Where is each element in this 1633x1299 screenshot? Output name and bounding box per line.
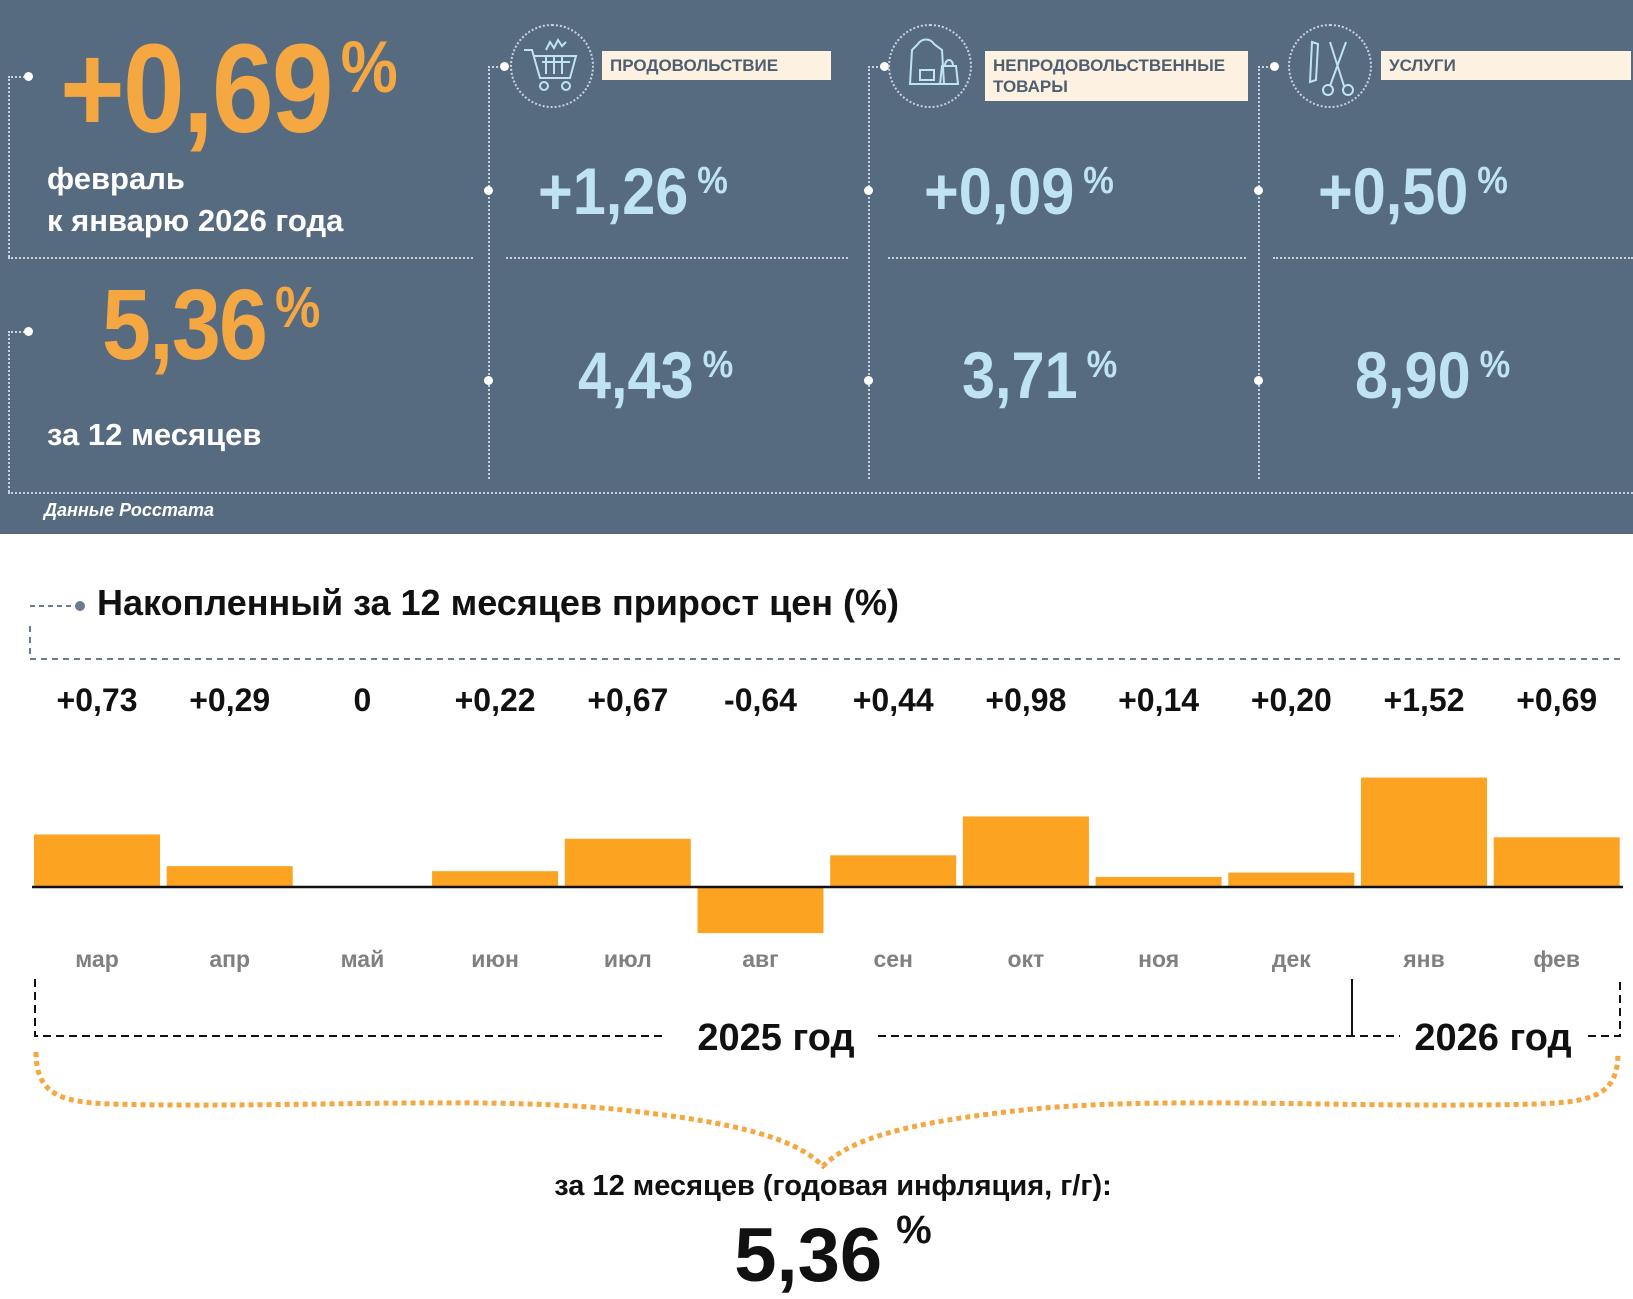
connector-dot	[24, 72, 33, 81]
category-label: НЕПРОДОВОЛЬСТВЕННЫЕ ТОВАРЫ	[985, 51, 1248, 101]
monthly-caption-2: к январю 2026 года	[47, 203, 344, 238]
monthly-caption-1: февраль	[47, 161, 185, 196]
divider	[8, 257, 473, 259]
divider	[8, 492, 1633, 494]
divider	[8, 76, 10, 257]
comb-scissors-icon	[1288, 24, 1372, 108]
bar-дек	[1228, 872, 1355, 887]
data-label: -0,64	[724, 682, 797, 718]
annual-inflation-caption: за 12 месяцев (годовая инфляция, г/г):	[554, 1170, 1112, 1202]
data-label: +0,44	[853, 682, 934, 718]
monthly-inflation-value: +0,69%	[60, 18, 398, 159]
data-label: +0,69	[1516, 682, 1597, 718]
title-bullet	[75, 601, 85, 611]
divider	[506, 257, 848, 259]
month-label: авг	[742, 946, 779, 972]
month-label: янв	[1402, 946, 1444, 972]
data-label: +0,14	[1118, 682, 1199, 718]
connector-dot	[24, 327, 33, 336]
month-label: фев	[1533, 946, 1580, 972]
divider	[8, 331, 10, 492]
divider	[8, 331, 28, 333]
category-monthly-value: +0,09%	[924, 154, 1114, 228]
data-label: +0,22	[455, 682, 536, 718]
source-note: Данные Росстата	[44, 500, 214, 520]
bar-chart: +0,73 мар +0,29 апр 0 май +0,22 июн +0,67 июл -0,6…	[29, 601, 1623, 1170]
clothing-bag-icon	[888, 24, 972, 108]
month-label: июн	[471, 946, 519, 972]
bar-янв	[1361, 777, 1487, 887]
annual-inflation-total: 5,36%	[734, 1208, 932, 1298]
bar-окт	[962, 816, 1089, 887]
data-label: +0,20	[1251, 682, 1332, 718]
bar-фев	[1493, 837, 1620, 887]
title-divider	[29, 626, 1623, 660]
month-label: окт	[1007, 946, 1044, 972]
bar-мар	[34, 834, 160, 887]
month-label: дек	[1272, 946, 1311, 972]
category-annual-value: 4,43%	[578, 338, 734, 412]
chart-title: Накопленный за 12 месяцев прирост цен (%…	[97, 582, 899, 623]
category-label: УСЛУГИ	[1381, 51, 1631, 80]
divider	[8, 76, 28, 78]
category-label: ПРОДОВОЛЬСТВИЕ	[602, 51, 831, 80]
year-bracket	[34, 979, 1621, 1037]
category-annual-value: 8,90%	[1355, 338, 1511, 412]
bar-июн	[432, 871, 559, 887]
data-label: 0	[354, 682, 372, 718]
year-label-2026: 2026 год	[1414, 1017, 1571, 1059]
bar-авг	[697, 887, 824, 934]
data-label: +0,29	[189, 682, 270, 718]
month-label: июл	[604, 946, 652, 972]
annual-inflation-value: 5,36%	[102, 269, 320, 381]
bar-ноя	[1095, 876, 1222, 887]
bar-апр	[166, 866, 293, 887]
month-label: мар	[75, 946, 119, 972]
data-label: +0,98	[985, 682, 1066, 718]
category-monthly-value: +0,50%	[1318, 154, 1508, 228]
data-label: +0,67	[587, 682, 668, 718]
summary-panel: +0,69% февраль к январю 2026 года 5,36% …	[0, 0, 1633, 534]
month-label: сен	[873, 946, 912, 972]
month-label: ноя	[1138, 946, 1179, 972]
data-label: +1,52	[1384, 682, 1465, 718]
divider	[888, 257, 1246, 259]
year-label-2025: 2025 год	[697, 1017, 854, 1059]
total-brace	[33, 1051, 1621, 1170]
divider	[1273, 257, 1633, 259]
annual-caption: за 12 месяцев	[47, 417, 262, 452]
category-monthly-value: +1,26%	[538, 154, 728, 228]
data-label: +0,73	[57, 682, 138, 718]
bar-июл	[564, 838, 691, 887]
bar-сен	[830, 855, 957, 887]
shopping-cart-icon	[510, 24, 594, 108]
category-annual-value: 3,71%	[962, 338, 1118, 412]
month-label: апр	[209, 946, 250, 972]
month-label: май	[341, 946, 385, 972]
